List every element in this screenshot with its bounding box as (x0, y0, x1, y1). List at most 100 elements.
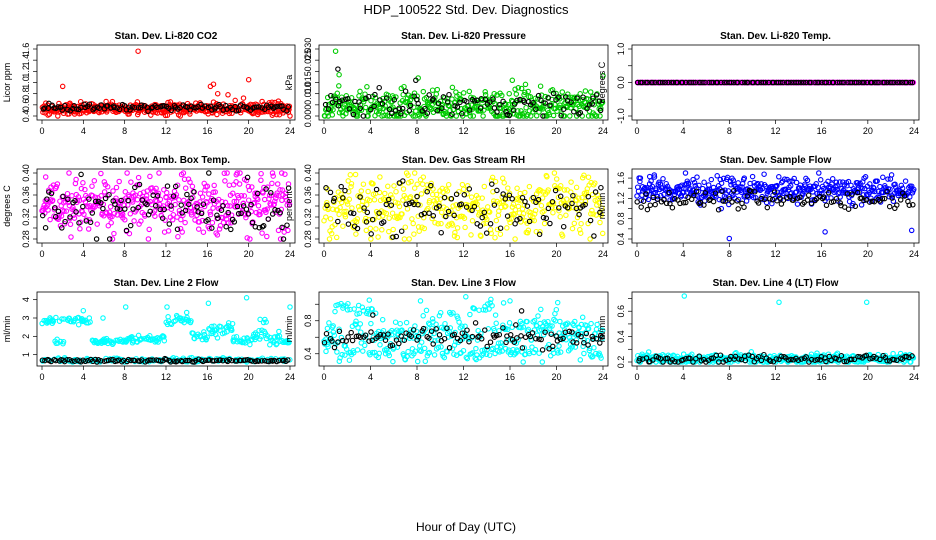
data-point (435, 221, 441, 227)
x-tick-label: 0 (39, 249, 44, 259)
data-point (342, 96, 349, 102)
data-point (823, 202, 830, 209)
data-point (480, 113, 486, 119)
data-point (521, 202, 528, 209)
data-point (577, 226, 583, 233)
data-point (535, 96, 541, 102)
data-point (249, 219, 256, 226)
panel-title: Stan. Dev. Li-820 CO2 (115, 31, 218, 42)
data-point (277, 209, 283, 216)
data-point (214, 90, 221, 97)
data-point (350, 210, 357, 217)
data-point (556, 207, 562, 214)
data-point (571, 94, 578, 101)
data-point (199, 217, 206, 224)
data-point (132, 192, 139, 198)
data-point (147, 208, 153, 215)
data-point (690, 79, 696, 86)
data-point (125, 197, 131, 204)
data-point (403, 319, 410, 326)
data-point (134, 196, 141, 203)
x-tick-label: 24 (909, 126, 919, 136)
data-point (339, 97, 345, 103)
data-point (426, 92, 432, 98)
data-point (423, 307, 430, 314)
data-point (405, 348, 411, 355)
data-point (696, 79, 702, 86)
data-point (98, 200, 104, 206)
data-point (352, 171, 359, 178)
data-point (445, 181, 452, 188)
data-point (214, 212, 220, 219)
data-point (285, 185, 292, 191)
data-point (446, 345, 453, 351)
data-point (175, 233, 181, 240)
data-point (240, 203, 247, 209)
data-point (634, 199, 640, 205)
data-point (52, 214, 59, 220)
data-point (591, 233, 597, 239)
data-point (127, 222, 134, 229)
data-point (109, 236, 116, 242)
data-point (127, 211, 134, 217)
data-point (259, 105, 265, 111)
data-point (414, 181, 420, 188)
data-point (884, 79, 890, 86)
data-point (241, 193, 248, 199)
x-tick-label: 0 (634, 126, 639, 136)
data-point (483, 230, 490, 236)
data-point (222, 178, 228, 184)
data-point (598, 184, 604, 191)
data-point (487, 339, 494, 345)
data-point (399, 105, 406, 112)
series-1 (634, 170, 917, 242)
x-tick-label: 8 (727, 126, 732, 136)
series-2 (322, 66, 604, 119)
data-point (60, 193, 66, 200)
data-point (165, 228, 172, 234)
data-point (341, 208, 347, 215)
data-point (351, 106, 358, 112)
data-point (106, 191, 112, 198)
data-point (279, 103, 285, 109)
data-point (223, 223, 229, 230)
data-point (348, 329, 354, 336)
y-tick-label: 1.4 (21, 54, 31, 67)
data-point (580, 94, 586, 100)
data-point (169, 217, 176, 223)
data-point (569, 225, 576, 232)
y-tick-label: 4 (21, 297, 31, 302)
data-point (410, 113, 416, 119)
data-point (897, 197, 904, 203)
data-point (634, 193, 640, 199)
data-point (258, 170, 264, 177)
data-point (111, 210, 118, 217)
data-point (346, 357, 353, 363)
data-point (348, 180, 355, 187)
chart-panel-4: Stan. Dev. Amb. Box Temp.degrees C0 4 8 12 1… (2, 155, 296, 259)
data-point (224, 170, 230, 176)
y-tick-label: 0.030 (303, 38, 313, 61)
data-point (528, 113, 534, 119)
data-point (268, 192, 275, 199)
y-tick-label: 0.28 (303, 230, 313, 248)
data-point (563, 212, 569, 219)
data-point (247, 101, 254, 108)
y-tick-label: 1.0 (616, 43, 626, 56)
y-tick-label: 0.0 (616, 76, 626, 89)
data-point (327, 189, 334, 196)
data-point (285, 104, 292, 110)
data-point (217, 104, 223, 110)
data-point (164, 304, 170, 310)
data-point (126, 230, 133, 237)
data-point (277, 103, 283, 110)
data-point (157, 196, 164, 203)
data-point (344, 201, 351, 207)
data-point (139, 197, 146, 203)
data-point (135, 204, 141, 211)
data-point (163, 189, 170, 196)
x-tick-label: 20 (244, 372, 254, 382)
data-point (597, 107, 604, 114)
data-point (454, 225, 461, 231)
